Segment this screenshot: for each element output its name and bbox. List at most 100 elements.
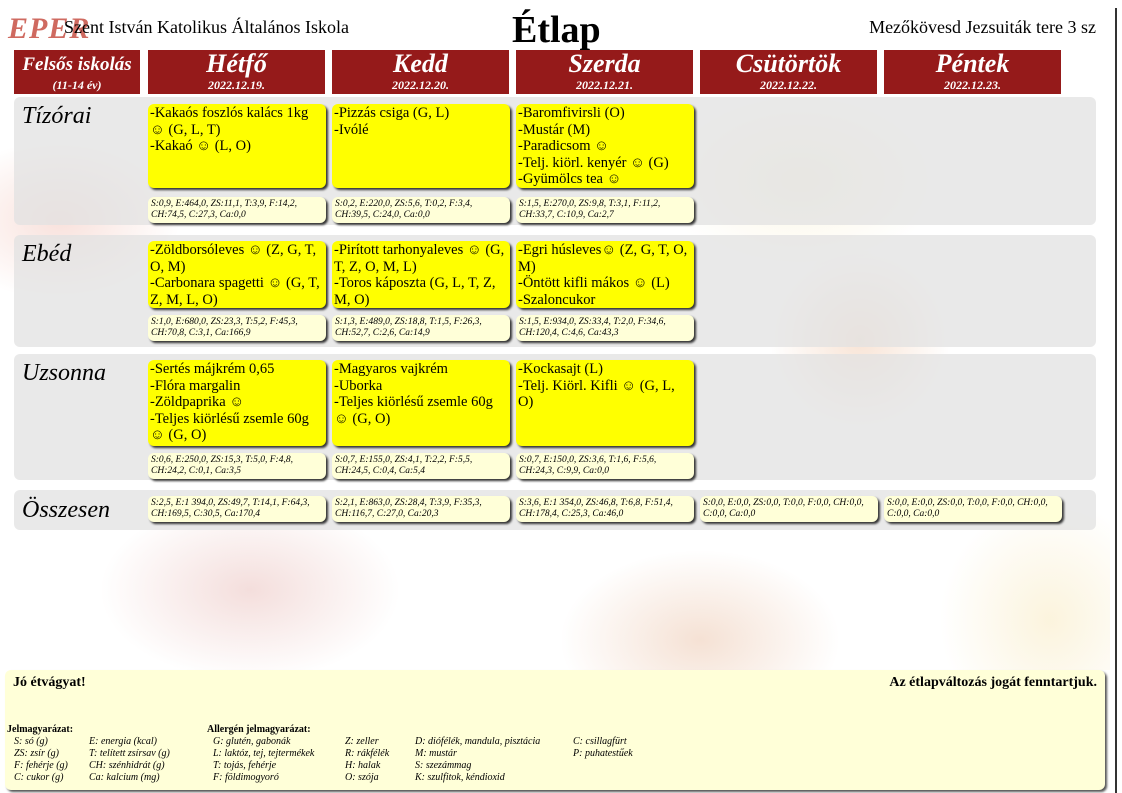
allergen-item: H: halak xyxy=(345,760,381,771)
meal-label: Uzsonna xyxy=(22,360,107,386)
allergen-column: C: csillagfürt P: puhatestűek xyxy=(573,736,633,760)
day-header-4: Péntek 2022.12.23. xyxy=(884,50,1061,94)
menu-item: -Sertés májkrém 0,65 xyxy=(150,361,275,377)
menu-item: -Pizzás csiga (G, L) xyxy=(334,105,450,121)
legend-column: S: só (g) ZS: zsír (g) F: fehérje (g) C: cu… xyxy=(14,736,68,784)
menu-box: -Sertés májkrém 0,65 -Flóra margalin -Zöld… xyxy=(148,360,326,446)
allergen-item: M: mustár xyxy=(415,748,457,759)
day-date: 2022.12.21. xyxy=(576,78,633,92)
school-address: Mezőkövesd Jezsuiták tere 3 sz xyxy=(869,17,1096,37)
meal-label: Ebéd xyxy=(22,241,72,267)
nutrition-info: S:0,2, E:220,0, ZS:5,6, T:0,2, F:3,4, CH… xyxy=(332,197,510,223)
day-name: Kedd xyxy=(393,49,448,78)
day-date: 2022.12.19. xyxy=(208,78,265,92)
day-header-3: Csütörtök 2022.12.22. xyxy=(700,50,877,94)
menu-box: -Egri húsleves☺ (Z, G, T, O, M) -Öntött k… xyxy=(516,241,694,308)
legend-item: S: só (g) xyxy=(14,736,48,747)
meal-label: Összesen xyxy=(22,497,110,523)
allergen-item: K: szulfitok, kéndioxid xyxy=(415,772,505,783)
menu-box: -Pizzás csiga (G, L) -Ivólé xyxy=(332,104,510,188)
menu-box: -Baromfivirsli (O) -Mustár (M) -Paradicsom… xyxy=(516,104,694,188)
menu-item: -Szaloncukor xyxy=(518,291,596,308)
day-date: 2022.12.22. xyxy=(760,78,817,92)
day-name: Péntek xyxy=(935,49,1010,78)
nutrition-info: S:0,0, E:0,0, ZS:0,0, T:0,0, F:0,0, CH:0… xyxy=(884,496,1062,522)
menu-item: -Mustár (M) xyxy=(518,121,591,138)
group-label: Felsős iskolás xyxy=(22,54,132,75)
legend-item: Ca: kalcium (mg) xyxy=(89,772,160,783)
legend-item: CH: szénhidrát (g) xyxy=(89,760,165,771)
menu-item: -Kakaós foszlós kalács 1kg ☺ (G, L, T) xyxy=(150,105,309,138)
allergen-item: D: diófélék, mandula, pisztácia xyxy=(415,736,541,747)
allergen-column: G: glutén, gabonák L: laktóz, tej, tejter… xyxy=(213,736,314,784)
allergen-item: L: laktóz, tej, tejtermékek xyxy=(213,748,315,759)
nutrition-info: S:0,0, E:0,0, ZS:0,0, T:0,0, F:0,0, CH:0… xyxy=(700,496,878,522)
page-edge-line xyxy=(1115,8,1117,793)
allergen-item: C: csillagfürt xyxy=(573,736,627,747)
menu-item: -Magyaros vajkrém xyxy=(334,361,448,377)
allergen-item: Z: zeller xyxy=(345,736,379,747)
legend-item: ZS: zsír (g) xyxy=(14,748,60,759)
footer: Jó étvágyat! Az étlapváltozás jogát fenn… xyxy=(5,670,1105,790)
school-name: Szent István Katolikus Általános Iskola xyxy=(64,17,349,37)
menu-item: -Teljes kiörlésű zsemle 60g ☺ (G, O) xyxy=(334,394,493,427)
menu-item: -Teljes kiörlésű zsemle 60g ☺ (G, O) xyxy=(150,410,309,444)
menu-item: -Uborka xyxy=(334,377,383,394)
menu-item: -Flóra margalin xyxy=(150,377,241,394)
allergen-column: D: diófélék, mandula, pisztácia M: mustár… xyxy=(415,736,540,784)
allergen-item: S: szezámmag xyxy=(415,760,472,771)
menu-item: -Gyümölcs tea ☺ xyxy=(518,171,622,187)
allergen-column: Z: zeller R: rákfélék H: halak O: szója xyxy=(345,736,389,784)
legend-title: Jelmagyarázat: xyxy=(7,724,74,735)
nutrition-info: S:0,9, E:464,0, ZS:11,1, T:3,9, F:14,2, … xyxy=(148,197,326,223)
menu-item: -Baromfivirsli (O) xyxy=(518,105,625,121)
allergen-item: O: szója xyxy=(345,772,379,783)
legend-item: C: cukor (g) xyxy=(14,772,64,783)
menu-item: -Toros káposzta (G, L, T, Z, M, O) xyxy=(334,275,496,308)
menu-item: -Zöldborsóleves ☺ (Z, G, T, O, M) xyxy=(150,242,317,275)
legend-item: E: energia (kcal) xyxy=(89,736,157,747)
menu-box: -Magyaros vajkrém -Uborka -Teljes kiörlésű… xyxy=(332,360,510,446)
menu-item: -Öntött kifli mákos ☺ (L) xyxy=(518,275,670,291)
menu-item: -Paradicsom ☺ xyxy=(518,138,609,154)
nutrition-info: S:0,6, E:250,0, ZS:15,3, T:5,0, F:4,8, C… xyxy=(148,453,326,479)
day-date: 2022.12.20. xyxy=(392,78,449,92)
menu-item: -Pirított tarhonyaleves ☺ (G, T, Z, O, M… xyxy=(334,242,505,275)
menu-item: -Telj. kiörl. kenyér ☺ (G) xyxy=(518,154,669,171)
menu-item: -Ivólé xyxy=(334,121,369,138)
nutrition-info: S:3,6, E:1 354,0, ZS:46,8, T:6,8, F:51,4… xyxy=(516,496,694,522)
day-name: Szerda xyxy=(568,49,641,78)
footer-greeting: Jó étvágyat! xyxy=(13,675,86,690)
allergen-item: F: földimogyoró xyxy=(213,772,279,783)
menu-item: -Zöldpaprika ☺ xyxy=(150,394,245,410)
day-name: Hétfő xyxy=(206,49,267,78)
nutrition-info: S:0,7, E:155,0, ZS:4,1, T:2,2, F:5,5, CH… xyxy=(332,453,510,479)
menu-item: -Telj. Kiörl. Kifli ☺ (G, L, O) xyxy=(518,377,675,411)
legend-item: F: fehérje (g) xyxy=(14,760,68,771)
allergen-item: G: glutén, gabonák xyxy=(213,736,291,747)
allergen-legend-title: Allergén jelmagyarázat: xyxy=(207,724,311,735)
menu-box: -Kakaós foszlós kalács 1kg ☺ (G, L, T) -K… xyxy=(148,104,326,188)
legend-column: E: energia (kcal) T: telített zsírsav (g)… xyxy=(89,736,170,784)
eper-logo: EPER xyxy=(8,12,91,45)
nutrition-info: S:1,0, E:680,0, ZS:23,3, T:5,2, F:45,3, … xyxy=(148,315,326,341)
day-header-1: Kedd 2022.12.20. xyxy=(332,50,509,94)
day-header-0: Hétfő 2022.12.19. xyxy=(148,50,325,94)
menu-box: -Kockasajt (L) -Telj. Kiörl. Kifli ☺ (G, … xyxy=(516,360,694,446)
group-header: Felsős iskolás (11-14 év) xyxy=(14,50,140,94)
menu-box: -Zöldborsóleves ☺ (Z, G, T, O, M) -Carbon… xyxy=(148,241,326,308)
nutrition-info: S:1,5, E:270,0, ZS:9,8, T:3,1, F:11,2, C… xyxy=(516,197,694,223)
group-age: (11-14 év) xyxy=(52,78,102,92)
nutrition-info: S:0,7, E:150,0, ZS:3,6, T:1,6, F:5,6, CH… xyxy=(516,453,694,479)
nutrition-info: S:1,3, E:489,0, ZS:18,8, T:1,5, F:26,3, … xyxy=(332,315,510,341)
day-name: Csütörtök xyxy=(735,49,842,78)
allergen-item: P: puhatestűek xyxy=(573,748,633,759)
allergen-item: T: tojás, fehérje xyxy=(213,760,277,771)
day-date: 2022.12.23. xyxy=(944,78,1001,92)
nutrition-info: S:1,5, E:934,0, ZS:33,4, T:2,0, F:34,6, … xyxy=(516,315,694,341)
footer-disclaimer: Az étlapváltozás jogát fenntartjuk. xyxy=(889,675,1097,690)
page-title: Étlap xyxy=(512,9,601,51)
day-header-2: Szerda 2022.12.21. xyxy=(516,50,693,94)
nutrition-info: S:2,1, E:863,0, ZS:28,4, T:3,9, F:35,3, … xyxy=(332,496,510,522)
menu-box: -Pirított tarhonyaleves ☺ (G, T, Z, O, M… xyxy=(332,241,510,308)
